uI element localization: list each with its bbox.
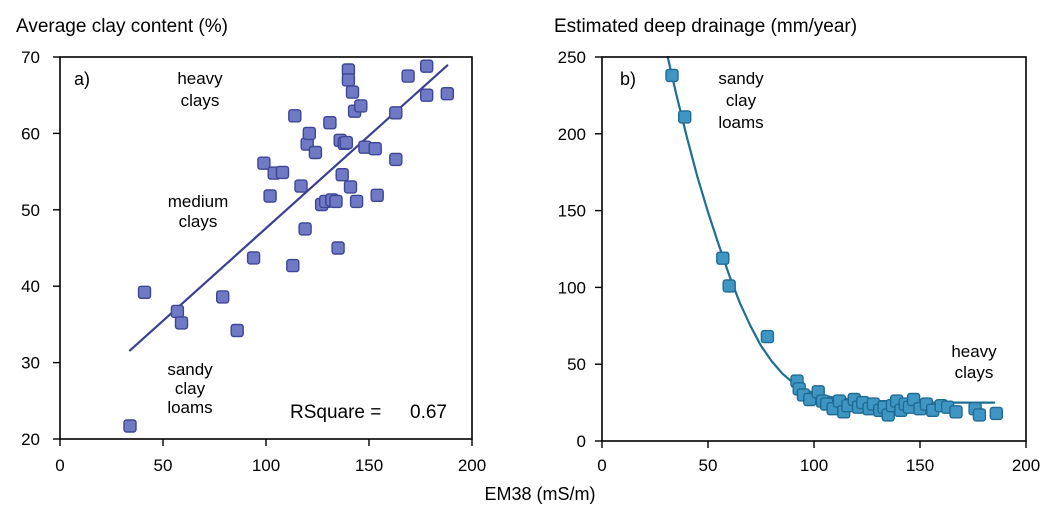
panel-b-label: b) xyxy=(620,69,636,89)
panel-a-x-ticks: 0 50 100 150 200 xyxy=(55,439,486,475)
x-tick-label: 200 xyxy=(458,456,486,475)
y-tick-label: 100 xyxy=(558,278,586,297)
x-tick-label: 50 xyxy=(154,456,173,475)
data-point xyxy=(678,110,692,124)
rsquare-label: RSquare = xyxy=(290,402,381,423)
data-point xyxy=(345,85,360,99)
y-tick-label: 50 xyxy=(567,355,586,374)
panel-a-heavy-clays-line2: clays xyxy=(181,91,220,110)
data-point xyxy=(298,222,312,236)
data-point xyxy=(716,251,730,265)
data-point xyxy=(286,258,300,273)
data-point xyxy=(331,241,345,255)
data-point xyxy=(401,69,415,83)
data-point xyxy=(123,419,137,433)
data-point xyxy=(308,145,323,160)
data-point xyxy=(257,156,271,170)
x-tick-label: 0 xyxy=(597,456,606,475)
y-tick-label: 0 xyxy=(577,432,586,451)
rsquare-value: 0.67 xyxy=(410,402,447,423)
data-point xyxy=(949,405,963,419)
data-point xyxy=(722,279,736,293)
panel-a-title: Average clay content (%) xyxy=(16,16,228,37)
data-point xyxy=(343,180,358,194)
data-point xyxy=(989,406,1003,421)
y-tick-label: 20 xyxy=(21,430,40,449)
y-tick-label: 250 xyxy=(558,48,586,67)
panel-a-sandy-loams-line3: loams xyxy=(167,398,212,417)
x-tick-label: 150 xyxy=(906,456,934,475)
data-point xyxy=(389,106,403,120)
data-point xyxy=(349,194,364,209)
data-point xyxy=(302,126,316,141)
panel-a-points xyxy=(123,59,454,433)
data-point xyxy=(370,188,384,203)
panel-a: Average clay content (%) 20 30 40 50 60 70 0 5… xyxy=(16,16,486,475)
y-tick-label: 40 xyxy=(21,277,40,296)
x-tick-label: 200 xyxy=(1012,456,1040,475)
data-point xyxy=(354,99,368,113)
panel-a-medium-clays-line2: clays xyxy=(179,212,218,231)
data-point xyxy=(215,290,230,304)
data-point xyxy=(420,59,434,73)
fit-curve xyxy=(666,55,996,404)
y-tick-label: 150 xyxy=(558,202,586,221)
data-point xyxy=(341,73,356,87)
data-point xyxy=(335,167,349,182)
data-point xyxy=(230,323,244,338)
x-tick-label: 0 xyxy=(55,456,64,475)
data-point xyxy=(339,135,353,150)
x-tick-label: 50 xyxy=(699,456,718,475)
data-point xyxy=(170,304,185,319)
data-point xyxy=(972,408,987,422)
y-tick-label: 30 xyxy=(21,354,40,373)
panel-b-sandy-loams-line3: loams xyxy=(718,113,763,132)
panel-a-medium-clays-line1: medium xyxy=(168,192,228,211)
data-point xyxy=(263,189,277,203)
panel-b-fit-curve-group xyxy=(666,55,996,404)
data-point xyxy=(174,316,189,330)
panel-b-heavy-clays-line1: heavy xyxy=(951,342,997,361)
data-point xyxy=(440,86,454,101)
panel-a-sandy-loams-line1: sandy xyxy=(167,360,213,379)
data-point xyxy=(420,88,434,102)
data-point xyxy=(275,165,290,180)
data-point xyxy=(389,152,403,167)
panel-a-label: a) xyxy=(74,69,90,89)
y-tick-label: 70 xyxy=(21,48,40,67)
y-tick-label: 50 xyxy=(21,201,40,220)
panel-b-points xyxy=(665,68,1003,422)
data-point xyxy=(246,251,261,265)
panel-b-y-ticks: 0 50 100 150 200 250 xyxy=(558,48,602,451)
panel-a-heavy-clays-line1: heavy xyxy=(177,69,223,88)
panel-a-y-ticks: 20 30 40 50 60 70 xyxy=(21,48,60,449)
data-point xyxy=(760,329,775,344)
panel-b-plot-frame xyxy=(601,56,1027,442)
x-tick-label: 150 xyxy=(355,456,383,475)
shared-x-axis-label: EM38 (mS/m) xyxy=(484,484,595,504)
data-point xyxy=(137,285,152,299)
y-tick-label: 60 xyxy=(21,124,40,143)
panel-b-sandy-loams-line1: sandy xyxy=(718,69,764,88)
data-point xyxy=(665,68,679,83)
data-point xyxy=(288,109,302,123)
y-tick-label: 200 xyxy=(558,125,586,144)
data-point xyxy=(294,179,308,193)
data-point xyxy=(329,194,343,209)
data-point xyxy=(323,115,337,130)
panel-a-plot-frame xyxy=(59,56,473,440)
x-tick-label: 100 xyxy=(252,456,280,475)
panel-b-heavy-clays-line2: clays xyxy=(955,363,994,382)
panel-a-sandy-loams-line2: clay xyxy=(175,379,206,398)
panel-b-title: Estimated deep drainage (mm/year) xyxy=(554,16,857,37)
panel-b: Estimated deep drainage (mm/year) 0 50 100… xyxy=(554,16,1040,475)
data-point xyxy=(368,141,382,156)
panel-b-sandy-loams-line2: clay xyxy=(726,91,757,110)
x-tick-label: 100 xyxy=(800,456,828,475)
panel-b-x-ticks: 0 50 100 150 200 xyxy=(597,441,1040,475)
